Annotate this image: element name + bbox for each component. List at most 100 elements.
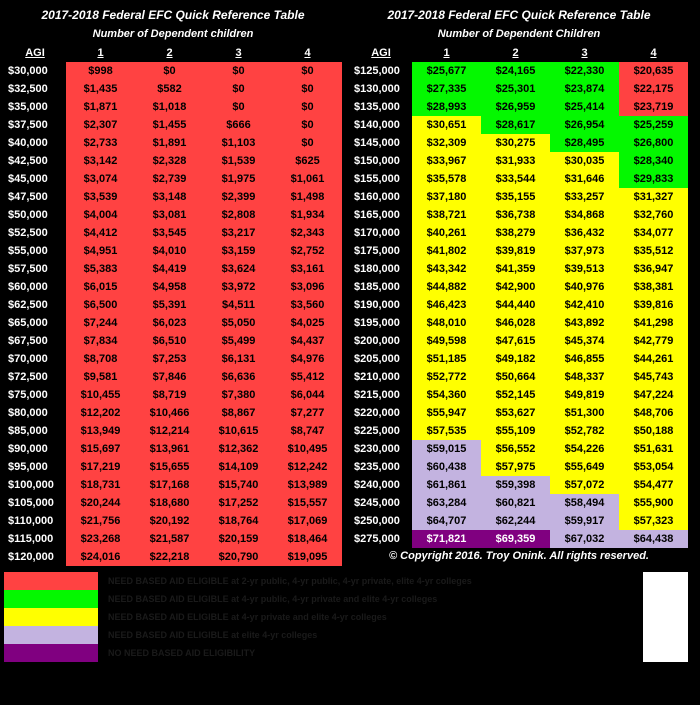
legend-row: NO NEED BASED AID ELIGIBILITY (4, 644, 688, 662)
efc-cell: $22,330 (550, 62, 619, 80)
efc-cell: $29,833 (619, 170, 688, 188)
table-row: $50,000$4,004$3,081$2,808$1,934 (4, 206, 342, 224)
efc-cell: $49,819 (550, 386, 619, 404)
efc-cell: $1,539 (204, 152, 273, 170)
efc-cell: $50,188 (619, 422, 688, 440)
efc-cell: $20,790 (204, 548, 273, 566)
col-2: 2 (135, 44, 204, 62)
legend-text: NEED BASED AID ELIGIBLE at elite 4-yr co… (98, 626, 643, 644)
efc-cell: $35,155 (481, 188, 550, 206)
table-row: $30,000$998$0$0$0 (4, 62, 342, 80)
efc-cell: $2,808 (204, 206, 273, 224)
right-subtitle: Number of Dependent Children (350, 28, 688, 40)
table-row: $160,000$37,180$35,155$33,257$31,327 (350, 188, 688, 206)
efc-cell: $3,560 (273, 296, 342, 314)
efc-cell: $38,279 (481, 224, 550, 242)
efc-cell: $10,495 (273, 440, 342, 458)
efc-cell: $4,025 (273, 314, 342, 332)
agi-cell: $220,000 (350, 404, 412, 422)
legend-right-box (643, 590, 688, 608)
col-1: 1 (66, 44, 135, 62)
efc-cell: $18,464 (273, 530, 342, 548)
efc-cell: $1,975 (204, 170, 273, 188)
agi-cell: $62,500 (4, 296, 66, 314)
efc-cell: $6,636 (204, 368, 273, 386)
efc-cell: $32,309 (412, 134, 481, 152)
efc-cell: $71,821 (412, 530, 481, 548)
efc-cell: $42,900 (481, 278, 550, 296)
efc-cell: $7,277 (273, 404, 342, 422)
efc-cell: $49,598 (412, 332, 481, 350)
agi-cell: $67,500 (4, 332, 66, 350)
agi-cell: $160,000 (350, 188, 412, 206)
efc-cell: $7,846 (135, 368, 204, 386)
efc-cell: $6,131 (204, 350, 273, 368)
efc-cell: $52,782 (550, 422, 619, 440)
efc-cell: $10,615 (204, 422, 273, 440)
efc-cell: $666 (204, 116, 273, 134)
efc-cell: $57,975 (481, 458, 550, 476)
efc-cell: $28,617 (481, 116, 550, 134)
table-row: $120,000$24,016$22,218$20,790$19,095 (4, 548, 342, 566)
efc-cell: $67,032 (550, 530, 619, 548)
table-row: $215,000$54,360$52,145$49,819$47,224 (350, 386, 688, 404)
efc-cell: $31,646 (550, 170, 619, 188)
efc-cell: $54,226 (550, 440, 619, 458)
table-row: $35,000$1,871$1,018$0$0 (4, 98, 342, 116)
efc-cell: $25,259 (619, 116, 688, 134)
efc-cell: $31,933 (481, 152, 550, 170)
efc-cell: $24,165 (481, 62, 550, 80)
efc-cell: $63,284 (412, 494, 481, 512)
table-row: $235,000$60,438$57,975$55,649$53,054 (350, 458, 688, 476)
efc-cell: $39,513 (550, 260, 619, 278)
efc-cell: $39,816 (619, 296, 688, 314)
agi-cell: $37,500 (4, 116, 66, 134)
col-3: 3 (204, 44, 273, 62)
agi-cell: $200,000 (350, 332, 412, 350)
legend-text: NEED BASED AID ELIGIBLE at 4-yr public, … (98, 590, 643, 608)
efc-cell: $23,874 (550, 80, 619, 98)
efc-cell: $14,109 (204, 458, 273, 476)
left-tbody: $30,000$998$0$0$0$32,500$1,435$582$0$0$3… (4, 62, 342, 566)
efc-cell: $48,337 (550, 368, 619, 386)
table-row: $60,000$6,015$4,958$3,972$3,096 (4, 278, 342, 296)
table-row: $275,000$71,821$69,359$67,032$64,438 (350, 530, 688, 548)
efc-cell: $8,708 (66, 350, 135, 368)
efc-cell: $625 (273, 152, 342, 170)
legend-text: NO NEED BASED AID ELIGIBILITY (98, 644, 643, 662)
efc-cell: $41,298 (619, 314, 688, 332)
table-row: $150,000$33,967$31,933$30,035$28,340 (350, 152, 688, 170)
left-title: 2017-2018 Federal EFC Quick Reference Ta… (4, 8, 342, 22)
efc-cell: $998 (66, 62, 135, 80)
agi-cell: $275,000 (350, 530, 412, 548)
agi-cell: $100,000 (4, 476, 66, 494)
efc-cell: $7,244 (66, 314, 135, 332)
legend-swatch (4, 608, 98, 626)
efc-cell: $51,185 (412, 350, 481, 368)
efc-cell: $60,821 (481, 494, 550, 512)
efc-cell: $28,495 (550, 134, 619, 152)
efc-cell: $8,867 (204, 404, 273, 422)
efc-cell: $3,148 (135, 188, 204, 206)
efc-cell: $3,545 (135, 224, 204, 242)
table-row: $140,000$30,651$28,617$26,954$25,259 (350, 116, 688, 134)
efc-cell: $2,399 (204, 188, 273, 206)
agi-cell: $125,000 (350, 62, 412, 80)
efc-cell: $47,615 (481, 332, 550, 350)
efc-cell: $64,707 (412, 512, 481, 530)
table-row: $190,000$46,423$44,440$42,410$39,816 (350, 296, 688, 314)
efc-cell: $53,054 (619, 458, 688, 476)
table-row: $70,000$8,708$7,253$6,131$4,976 (4, 350, 342, 368)
legend-right-box (643, 626, 688, 644)
agi-cell: $170,000 (350, 224, 412, 242)
table-row: $210,000$52,772$50,664$48,337$45,743 (350, 368, 688, 386)
agi-cell: $175,000 (350, 242, 412, 260)
efc-cell: $15,740 (204, 476, 273, 494)
table-row: $220,000$55,947$53,627$51,300$48,706 (350, 404, 688, 422)
efc-cell: $46,855 (550, 350, 619, 368)
legend-swatch (4, 572, 98, 590)
efc-cell: $21,756 (66, 512, 135, 530)
table-row: $115,000$23,268$21,587$20,159$18,464 (4, 530, 342, 548)
table-row: $145,000$32,309$30,275$28,495$26,800 (350, 134, 688, 152)
efc-cell: $4,437 (273, 332, 342, 350)
